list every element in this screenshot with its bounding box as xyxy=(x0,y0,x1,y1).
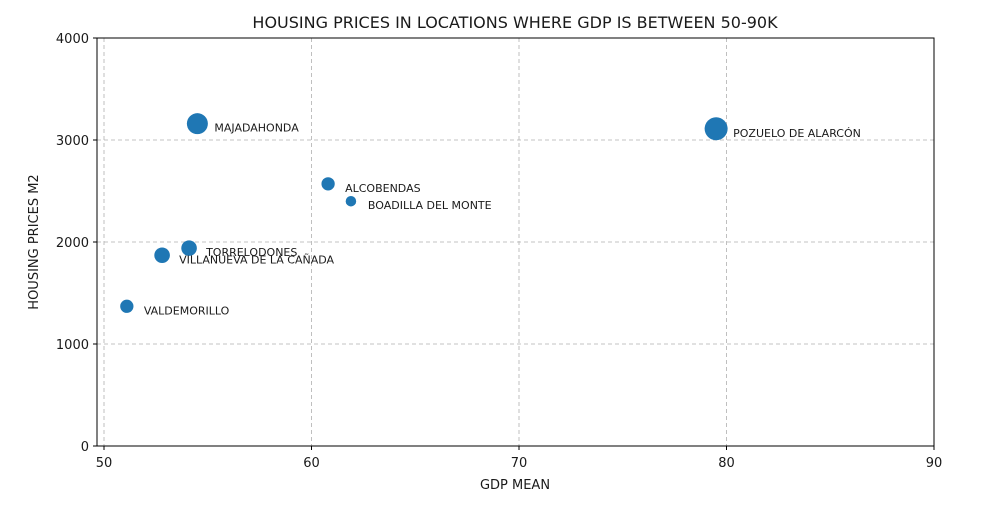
x-tick-label: 90 xyxy=(926,456,943,471)
y-axis-label: HOUSING PRICES M2 xyxy=(27,174,42,309)
data-points xyxy=(120,113,728,313)
y-tick-label: 1000 xyxy=(56,338,89,353)
x-tick-label: 60 xyxy=(303,456,320,471)
y-tick-label: 2000 xyxy=(56,236,89,251)
point-label: POZUELO DE ALARCÓN xyxy=(733,127,861,140)
y-tick-label: 3000 xyxy=(56,134,89,149)
point-label: VILLANUEVA DE LA CAÑADA xyxy=(179,253,334,266)
data-point xyxy=(181,240,197,256)
x-axis-label: GDP MEAN xyxy=(480,478,550,493)
point-label: MAJADAHONDA xyxy=(214,122,299,135)
data-point xyxy=(321,177,335,191)
point-label: ALCOBENDAS xyxy=(345,182,421,195)
y-tick-label: 0 xyxy=(81,440,89,455)
chart-title: HOUSING PRICES IN LOCATIONS WHERE GDP IS… xyxy=(252,13,778,32)
point-labels: MAJADAHONDA POZUELO DE ALARCÓN ALCOBENDAS B… xyxy=(144,122,861,318)
data-point xyxy=(345,195,357,207)
y-tick-label: 4000 xyxy=(56,32,89,47)
x-tick-label: 50 xyxy=(96,456,113,471)
data-point xyxy=(704,117,728,141)
axis-ticks: 50 60 70 80 90 0 1000 2000 3000 4000 xyxy=(56,32,942,471)
point-label: TORRELODONES xyxy=(205,246,297,259)
data-point xyxy=(154,247,170,264)
point-label: BOADILLA DEL MONTE xyxy=(368,199,492,212)
grid xyxy=(97,37,935,447)
point-label: VALDEMORILLO xyxy=(144,304,230,317)
plot-frame xyxy=(96,37,935,447)
data-point xyxy=(120,299,134,313)
data-point xyxy=(186,113,208,135)
x-tick-label: 70 xyxy=(511,456,528,471)
x-tick-label: 80 xyxy=(718,456,735,471)
